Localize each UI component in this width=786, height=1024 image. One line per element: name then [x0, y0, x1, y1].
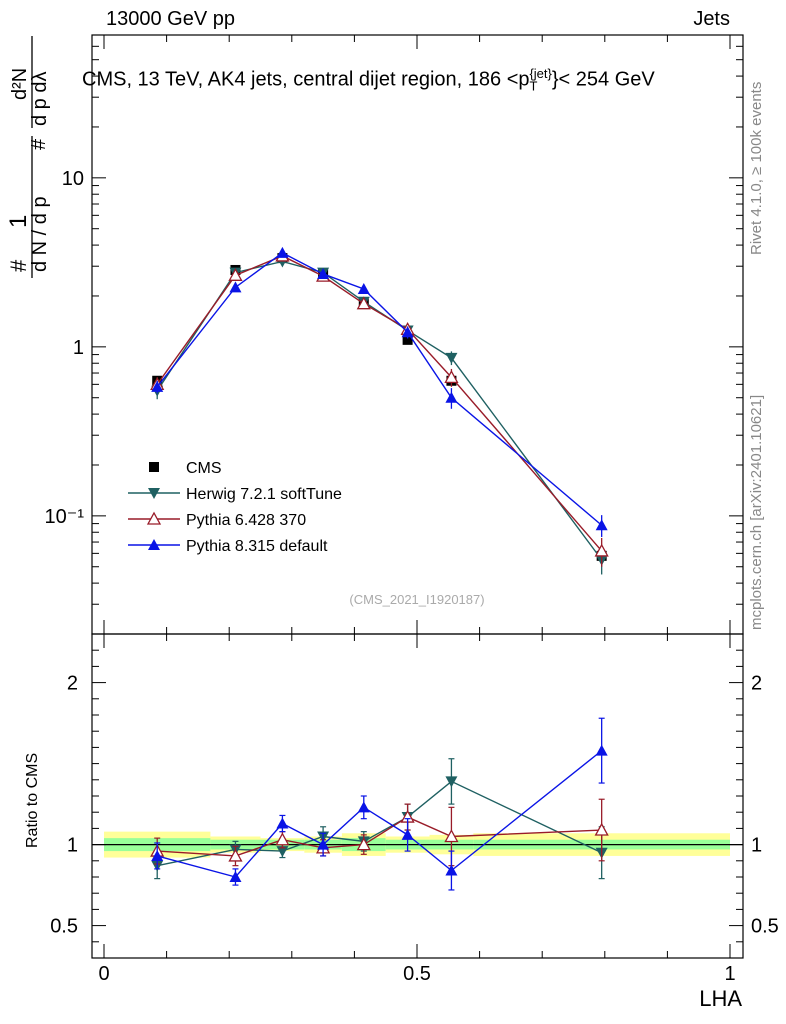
ylabel-dn-dpt: d N / d p: [29, 196, 51, 272]
legend-marker: [148, 488, 160, 499]
x-tick-label: 1: [724, 963, 735, 985]
header-category: Jets: [693, 8, 730, 30]
data-point: [444, 369, 459, 383]
series-line: [156, 255, 603, 552]
y-tick-label: 1: [73, 337, 84, 359]
series-line: [156, 252, 603, 526]
ylabel-hash: #: [6, 259, 31, 272]
plot-title: CMS, 13 TeV, AK4 jets, central dijet reg…: [82, 66, 655, 94]
legend-marker: [148, 539, 160, 550]
ratio-point: [445, 864, 458, 876]
ylabel-one: 1: [5, 215, 32, 228]
ratio-y-tick-label: 1: [67, 835, 78, 857]
ratio-point: [357, 801, 370, 813]
ratio-point: [356, 837, 371, 851]
legend-entry: Pythia 6.428 370: [186, 512, 306, 529]
series-pythia-8-315-default: [151, 246, 608, 891]
legend-entry: CMS: [186, 460, 222, 477]
plot-title-sup: {jet}: [529, 66, 552, 81]
ratio-line: [157, 750, 603, 878]
ratio-frame: [91, 633, 744, 959]
ratio-point: [444, 829, 459, 843]
legend: CMS Herwig 7.2.1 softTune Pythia 6.428 370…: [128, 460, 342, 555]
ylabel-d2n: d²N: [9, 68, 31, 100]
data-point: [401, 326, 414, 338]
ratio-y-tick-label-right: 0.5: [751, 916, 779, 938]
ratio-y-tick-label: 2: [67, 673, 78, 695]
ratio-point: [317, 838, 330, 850]
x-tick-label: 0.5: [403, 963, 431, 985]
data-point: [445, 391, 458, 403]
ratio-point: [276, 846, 289, 858]
ratio-y-tick-label: 0.5: [50, 916, 78, 938]
x-tick-label: 0: [98, 963, 109, 985]
data-point: [229, 281, 242, 293]
plot-title-end: }< 254 GeV: [551, 68, 655, 91]
data-point: [151, 380, 164, 392]
ratio-point: [275, 832, 290, 846]
data-point: [594, 543, 609, 557]
axis-ticks: 0 0.5 1 10⁻¹ 1 10 0.5 0.5 1 1 2 2: [45, 34, 779, 985]
ratio-line: [157, 780, 602, 867]
data-point: [595, 519, 608, 531]
data-point: [317, 267, 330, 279]
data-point: [402, 334, 413, 345]
plot-title-sub: T: [529, 78, 538, 94]
series-line: [156, 260, 603, 561]
y-tick-label: 10⁻¹: [45, 506, 85, 528]
data-point: [356, 296, 371, 310]
ratio-point: [445, 776, 458, 788]
ratio-point: [401, 828, 414, 840]
series-layer: [150, 246, 609, 891]
ratio-line: [157, 816, 602, 857]
ratio-y-tick-label-right: 1: [751, 835, 762, 857]
series-pythia-6-428-370: [150, 248, 609, 867]
ratio-point: [229, 871, 242, 882]
x-axis-label: LHA: [699, 986, 742, 1011]
data-point: [445, 352, 458, 364]
header-process: 13000 GeV pp: [106, 8, 235, 30]
legend-marker: [146, 511, 162, 525]
data-point: [357, 282, 370, 294]
ylabel-dpt-dlambda: d p dλ: [29, 72, 51, 126]
legend-entry: Herwig 7.2.1 softTune: [186, 486, 342, 503]
series-herwig-7-2-1-softtune: [151, 256, 608, 880]
legend-entry: Pythia 8.315 default: [186, 538, 328, 555]
ratio-point: [276, 817, 289, 829]
data-point: [228, 267, 243, 281]
ratio-point: [594, 822, 609, 836]
ratio-point: [595, 744, 608, 756]
ratio-point: [151, 849, 164, 861]
legend-marker: [149, 462, 159, 472]
ylabel-hash2: #: [28, 138, 50, 150]
plot-title-main: CMS, 13 TeV, AK4 jets, central dijet reg…: [82, 68, 530, 91]
ratio-point: [228, 848, 243, 862]
data-point: [276, 246, 289, 258]
y-tick-label: 10: [62, 168, 84, 190]
ratio-y-tick-label-right: 2: [751, 673, 762, 695]
analysis-watermark: (CMS_2021_I1920187): [349, 592, 484, 607]
